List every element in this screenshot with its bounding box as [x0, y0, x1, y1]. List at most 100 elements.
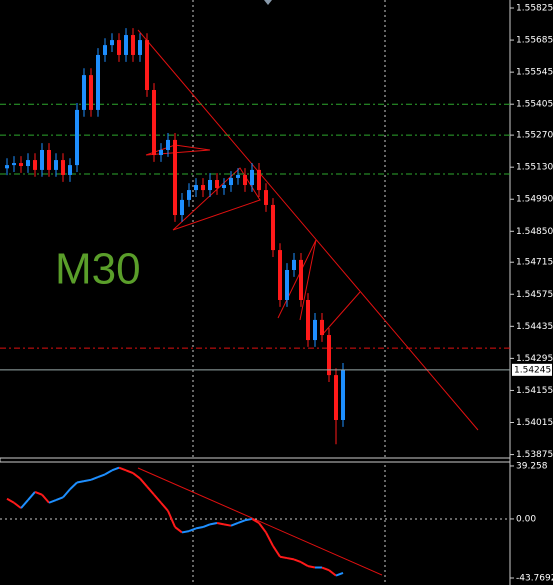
panel-separator [0, 457, 511, 463]
trendline [137, 29, 479, 431]
y-tick-label: 1.54715 [516, 258, 553, 268]
candle-body [341, 369, 345, 420]
y-tick-label: 1.54575 [516, 290, 553, 300]
y-tick-label: 1.55405 [516, 100, 553, 110]
candle-body [215, 179, 219, 189]
indicator-segment [132, 472, 141, 480]
indicator-segment [321, 566, 330, 572]
indicator-segment [258, 522, 267, 534]
scroll-marker [264, 0, 272, 5]
candle-body [194, 185, 198, 191]
y-tick-label: 1.53875 [516, 450, 553, 460]
candle-body [320, 319, 324, 336]
indicator-segment [265, 531, 274, 547]
indicator-segment [111, 466, 120, 472]
candle-body [285, 269, 289, 300]
y-tick-label: 1.54850 [516, 227, 553, 237]
candle-body [19, 163, 23, 167]
candle-body [89, 75, 93, 110]
candle-body [54, 160, 58, 170]
indicator-segment [181, 530, 190, 534]
current-price-label: 1.54245 [514, 365, 551, 375]
candle-body [47, 149, 51, 170]
candle-body [145, 40, 149, 90]
candle-body [5, 165, 9, 169]
candle-body [103, 45, 107, 55]
candle-body [334, 375, 338, 420]
candle-body [299, 259, 303, 300]
indicator-segment [41, 493, 50, 504]
y-tick-label: 39.258 [516, 461, 548, 471]
indicator-segment [188, 527, 197, 533]
candle-body [124, 35, 128, 55]
indicator-segment [104, 469, 113, 476]
indicator-segment [195, 526, 204, 530]
y-tick-label: 1.55545 [516, 68, 553, 78]
channel [277, 239, 317, 321]
indicator-segment [13, 501, 22, 509]
indicator-segment [209, 522, 218, 526]
indicator-segment [83, 478, 92, 483]
candle-body [117, 40, 121, 55]
candle-body [292, 259, 296, 270]
y-tick-label: 1.54155 [516, 386, 553, 396]
candle-body [173, 139, 177, 216]
channel [321, 291, 361, 336]
candle-body [236, 174, 240, 178]
candle-body [152, 89, 156, 156]
indicator-segment [76, 480, 85, 484]
indicator-segment [286, 557, 295, 561]
y-tick-label: 1.55825 [516, 4, 553, 14]
indicator-segment [279, 555, 288, 560]
indicator-segment [139, 477, 148, 488]
indicator-segment [6, 497, 15, 504]
candle-body [110, 40, 114, 46]
indicator-segment [300, 561, 309, 568]
y-tick-label: 1.54295 [516, 354, 553, 364]
candle-body [75, 109, 79, 166]
candle-body [96, 54, 100, 110]
candle-body [327, 335, 331, 376]
candle-body [180, 199, 184, 216]
candle-body [278, 250, 282, 300]
candle-body [131, 35, 135, 55]
indicator-segment [307, 565, 316, 569]
indicator-segment [69, 481, 78, 490]
candle-body [313, 319, 317, 341]
indicator-segment [153, 493, 162, 504]
indicator-segment [174, 526, 183, 534]
trendlines [137, 29, 479, 576]
candle-body [26, 160, 30, 167]
ind-trendline [137, 467, 383, 576]
candle-body [271, 204, 275, 251]
indicator-segment [146, 485, 155, 496]
candle-body [208, 179, 212, 191]
candle-body [201, 185, 205, 191]
indicator-segment [90, 476, 99, 481]
indicator-segment [160, 502, 169, 512]
candle-body [82, 75, 86, 110]
candle-body [222, 185, 226, 189]
indicator-segment [272, 545, 281, 558]
candle-body [229, 177, 233, 186]
candle-body [40, 149, 44, 170]
candle-body [159, 149, 163, 156]
indicator-segment [237, 519, 246, 524]
candle-body [306, 299, 310, 341]
y-tick-label: 1.55130 [516, 163, 553, 173]
y-tick-label: 1.54435 [516, 322, 553, 332]
indicator-segment [97, 473, 106, 479]
y-tick-label: 0.00 [516, 514, 536, 524]
indicator-segment [118, 466, 127, 472]
indicator-segment [244, 517, 253, 522]
indicator-segment [230, 522, 239, 527]
candle-body [166, 139, 170, 150]
indicator-segment [27, 491, 36, 501]
candle-body [243, 174, 247, 186]
candle-body [12, 163, 16, 166]
y-tick-label: 1.54990 [516, 195, 553, 205]
indicator-segment [62, 488, 71, 499]
indicator-segment [216, 522, 225, 526]
indicator-segment [202, 523, 211, 528]
